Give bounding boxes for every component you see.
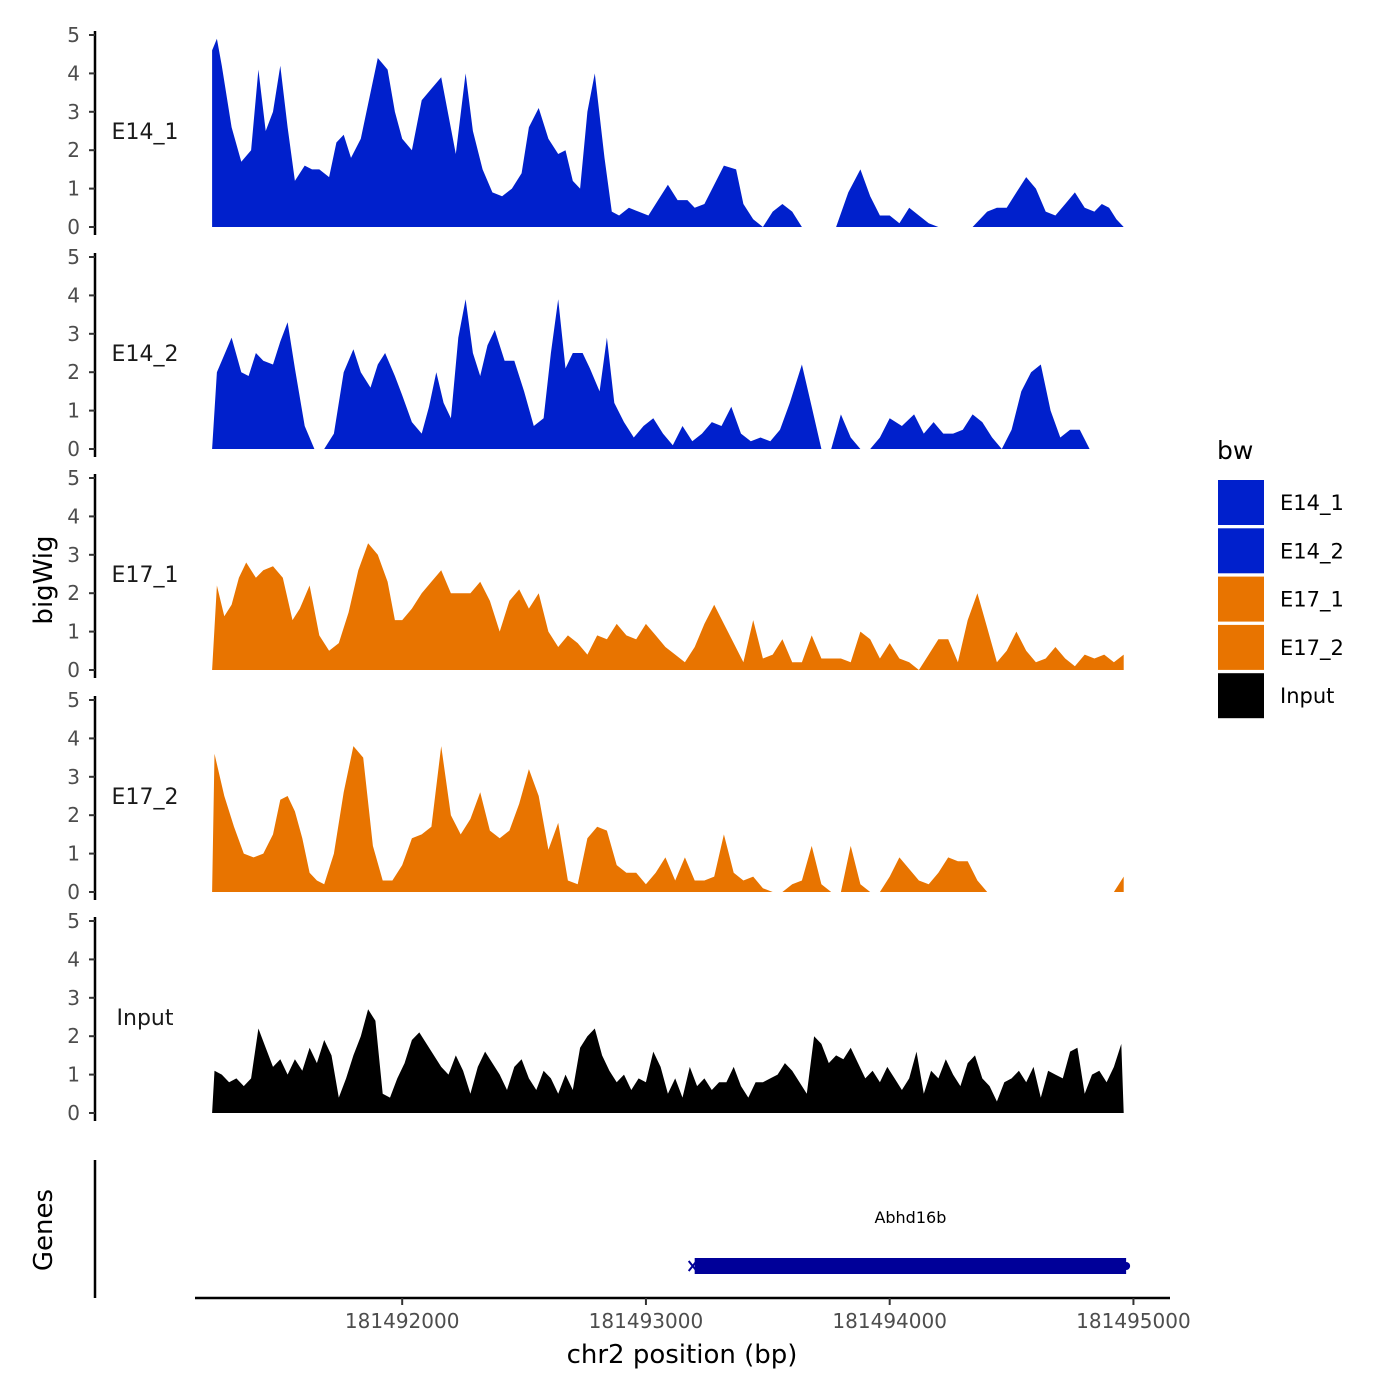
legend-swatch: [1218, 576, 1264, 622]
x-tick-label: 181495000: [1076, 1309, 1191, 1333]
x-axis-title: chr2 position (bp): [567, 1340, 798, 1370]
legend-swatch: [1218, 480, 1264, 525]
y-tick-label: 2: [67, 581, 80, 605]
y-tick-label: 5: [67, 466, 80, 490]
y-tick-label: 5: [67, 23, 80, 47]
track-E14_2: 0 1 2 3 4 5 E14_2: [67, 245, 1124, 461]
y-tick-label: 3: [67, 322, 80, 346]
y-tick-label: 4: [67, 947, 80, 971]
legend-label: E14_2: [1280, 539, 1344, 564]
gene-end-marker: [1122, 1262, 1131, 1270]
y-tick-label: 5: [67, 245, 80, 269]
track-E17_2: 0 1 2 3 4 5 E17_2: [67, 688, 1124, 904]
y-tick-label: 2: [67, 1024, 80, 1048]
y-tick-label: 2: [67, 138, 80, 162]
y-tick-label: 5: [67, 688, 80, 712]
x-tick-label: 181492000: [345, 1309, 460, 1333]
legend-label: E17_1: [1280, 588, 1344, 613]
y-tick-label: 0: [67, 437, 80, 461]
y-tick-label: 0: [67, 658, 80, 682]
y-tick-label: 2: [67, 803, 80, 827]
y-tick-label: 1: [67, 620, 80, 644]
y-tick-label: 1: [67, 177, 80, 201]
legend-label: Input: [1280, 684, 1334, 708]
genes-axis-title: Genes: [29, 1189, 59, 1271]
legend: bw E14_1 E14_2 E17_1 E17_2 Input: [1217, 436, 1344, 719]
y-tick-label: 1: [67, 1063, 80, 1087]
track-label: E14_1: [112, 120, 179, 145]
legend-swatch: [1218, 528, 1264, 574]
y-axis-title: bigWig: [29, 535, 59, 624]
x-tick-label: 181494000: [832, 1309, 947, 1333]
gene-body: [694, 1258, 1127, 1274]
gene-start-marker: [687, 1260, 698, 1272]
y-tick-label: 4: [67, 726, 80, 750]
y-tick-label: 1: [67, 399, 80, 423]
y-tick-label: 4: [67, 61, 80, 85]
y-tick-label: 0: [67, 215, 80, 239]
legend-title: bw: [1217, 436, 1253, 465]
track-label: Input: [117, 1006, 174, 1031]
y-tick-label: 4: [67, 504, 80, 528]
track-panels: 0 1 2 3 4 5 E14_1 0 1 2 3 4 5 E14_2 0 1 2 3 4 5 E17_1 0 1 2 3 4 5 E…: [67, 23, 1124, 1125]
x-tick-label: 181493000: [589, 1309, 704, 1333]
track-Input: 0 1 2 3 4 5 Input: [67, 909, 1124, 1125]
x-axis: 181492000 181493000 181494000 181495000: [195, 1296, 1191, 1333]
legend-swatch: [1218, 624, 1264, 670]
y-tick-label: 2: [67, 360, 80, 384]
legend-swatch: [1218, 673, 1264, 719]
coverage-area-E14_2: [212, 299, 1124, 449]
gene-label: Abhd16b: [874, 1208, 946, 1227]
y-tick-label: 5: [67, 909, 80, 933]
y-tick-label: 1: [67, 842, 80, 866]
track-label: E17_2: [112, 785, 179, 810]
y-tick-label: 3: [67, 986, 80, 1010]
y-tick-label: 3: [67, 543, 80, 567]
coverage-area-E17_1: [212, 543, 1124, 670]
coverage-area-E14_1: [212, 38, 1124, 227]
track-E17_1: 0 1 2 3 4 5 E17_1: [67, 466, 1124, 682]
coverage-area-E17_2: [212, 746, 1124, 892]
gene-panel: Genes Abhd16b: [29, 1160, 1131, 1298]
track-label: E17_1: [112, 563, 179, 588]
y-tick-label: 0: [67, 1101, 80, 1125]
coverage-area-Input: [212, 1009, 1124, 1113]
y-tick-label: 3: [67, 765, 80, 789]
track-label: E14_2: [112, 342, 179, 367]
y-tick-label: 3: [67, 100, 80, 124]
legend-label: E14_1: [1280, 491, 1344, 516]
legend-label: E17_2: [1280, 636, 1344, 661]
track-E14_1: 0 1 2 3 4 5 E14_1: [67, 23, 1124, 239]
y-tick-label: 4: [67, 283, 80, 307]
y-tick-label: 0: [67, 880, 80, 904]
